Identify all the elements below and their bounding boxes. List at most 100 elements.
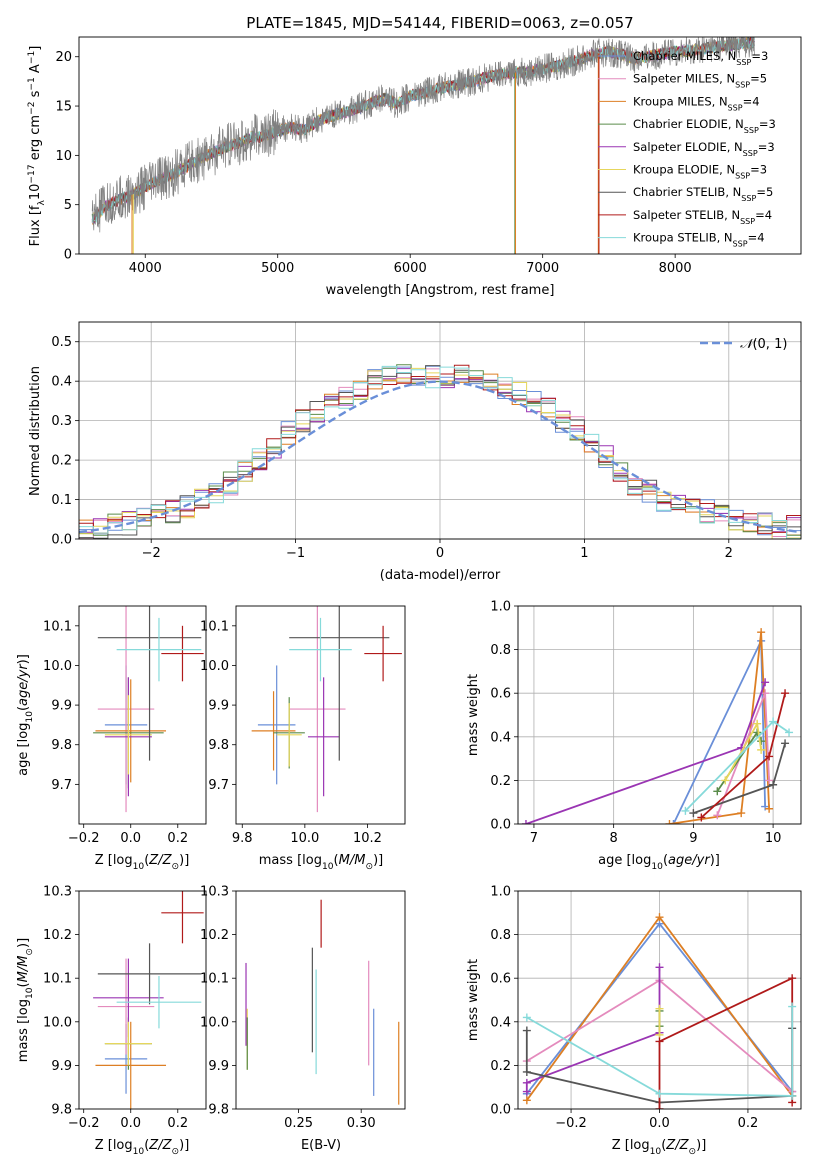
residuals-axes: −2 −1 0 1 2 0.0 0.1 0.2 0.3 0.4 0.5 <box>51 322 801 561</box>
mass-vs-ebv-frame <box>235 890 406 1110</box>
spectrum-frame <box>78 36 802 255</box>
mass-vs-Z-axes: −0.2 0.0 0.2 9.8 9.9 10.0 10.1 10.2 10.3 <box>43 885 188 1132</box>
x-axis-label: Z [log10(Z/Z⊙)] <box>95 1138 190 1157</box>
x-tick-label: 7 <box>530 831 538 846</box>
mass-vs-Z-points <box>93 891 204 1109</box>
y-axis-label: mass weight <box>466 959 481 1041</box>
x-tick-label: 0.2 <box>167 831 188 846</box>
weight-marker <box>655 1105 664 1109</box>
x-tick-label: 9.8 <box>232 831 253 846</box>
y-tick-label: 9.8 <box>208 738 229 753</box>
y-tick-label: 10.2 <box>200 928 229 943</box>
weight-marker <box>753 719 762 728</box>
x-axis-label: Z [log10(Z/Z⊙)] <box>95 853 190 872</box>
y-tick-label: 9.9 <box>51 699 72 714</box>
legend-label: Salpeter ELODIE, NSSP=3 <box>633 140 775 158</box>
y-tick-label: 0.2 <box>51 454 72 469</box>
y-tick-label: 10.0 <box>43 659 72 674</box>
x-axis-label: age [log10(age/yr)] <box>598 853 720 872</box>
weight-vs-age-frame <box>517 605 802 825</box>
weight-marker <box>697 813 706 822</box>
residuals-frame <box>78 321 802 540</box>
x-tick-label: 0.30 <box>347 1116 376 1131</box>
y-tick-label: 10.0 <box>200 659 229 674</box>
y-tick-label: 10.2 <box>43 928 72 943</box>
y-tick-label: 5 <box>64 198 72 213</box>
x-tick-label: 2 <box>725 546 733 561</box>
weight-marker <box>761 678 770 687</box>
x-axis-label: mass [log10(M/M⊙)] <box>259 853 383 872</box>
y-tick-label: 9.8 <box>51 738 72 753</box>
x-tick-label: −0.2 <box>68 831 100 846</box>
x-tick-label: 4000 <box>129 261 162 276</box>
y-axis-label: Flux [fλ10−17 erg cm−2 s−1 A−1] <box>27 46 47 247</box>
x-tick-label: −0.2 <box>555 1116 587 1131</box>
age-vs-Z-points <box>93 606 204 813</box>
y-tick-label: 0.8 <box>490 643 511 658</box>
weight-marker <box>713 811 722 820</box>
x-tick-label: 9 <box>689 831 697 846</box>
age-vs-mass-axes: 9.8 10.0 10.2 9.7 9.8 9.9 10.0 10.1 <box>200 619 382 846</box>
age-vs-mass-frame <box>235 605 406 825</box>
legend-label: Salpeter STELIB, NSSP=4 <box>633 208 772 226</box>
weight-marker <box>655 1004 664 1013</box>
legend-label: Salpeter MILES, NSSP=5 <box>633 72 767 90</box>
age-vs-Z-frame <box>78 605 207 825</box>
y-tick-label: 0.1 <box>51 493 72 508</box>
y-tick-label: 10.3 <box>200 885 229 900</box>
y-tick-label: 10.1 <box>43 972 72 987</box>
weight-marker <box>522 1013 531 1022</box>
x-tick-label: 0.0 <box>120 1116 141 1131</box>
y-tick-label: 0.4 <box>490 730 511 745</box>
weight-marker <box>769 717 778 726</box>
weight-marker <box>757 745 766 754</box>
y-tick-label: 0 <box>64 248 72 263</box>
weight-marker <box>788 974 797 983</box>
gaussian-curve <box>79 380 801 534</box>
x-axis-label: Z [log10(Z/Z⊙)] <box>612 1138 707 1157</box>
weight-marker <box>681 806 690 815</box>
y-tick-label: 10.1 <box>43 619 72 634</box>
weight-marker <box>655 1037 664 1046</box>
x-axis-label: wavelength [Angstrom, rest frame] <box>326 283 555 298</box>
weight-marker <box>765 752 774 761</box>
spectrum-lines <box>91 37 755 254</box>
weight-marker <box>761 689 770 698</box>
weight-series-line <box>525 681 766 824</box>
y-tick-label: 10.0 <box>200 1015 229 1030</box>
y-tick-label: 0.3 <box>51 414 72 429</box>
legend-label: Kroupa ELODIE, NSSP=3 <box>633 163 767 181</box>
weight-series-line <box>526 1006 794 1097</box>
y-axis-label: Normed distribution <box>28 366 43 496</box>
mass-vs-ebv-axes: 0.25 0.30 9.8 9.9 10.0 10.1 10.2 10.3 <box>200 885 376 1132</box>
y-tick-label: 0.8 <box>490 928 511 943</box>
y-tick-label: 10.1 <box>200 619 229 634</box>
x-tick-label: 7000 <box>526 261 559 276</box>
y-tick-label: 9.7 <box>208 778 229 793</box>
age-vs-Z-axes: −0.2 0.0 0.2 9.7 9.8 9.9 10.0 10.1 <box>43 619 188 846</box>
weight-marker <box>765 776 774 785</box>
weight-marker <box>788 1091 797 1100</box>
y-tick-label: 0.4 <box>490 1015 511 1030</box>
weight-marker <box>522 1067 531 1076</box>
x-tick-label: 10.0 <box>290 831 319 846</box>
y-tick-label: 9.9 <box>208 699 229 714</box>
weight-marker <box>655 913 664 922</box>
weight-marker <box>757 737 766 746</box>
weight-marker <box>665 820 674 824</box>
legend-label: Kroupa MILES, NSSP=4 <box>633 94 760 112</box>
weight-marker <box>721 776 730 785</box>
legend-label: Chabrier STELIB, NSSP=5 <box>633 185 773 203</box>
weight-marker <box>737 809 746 818</box>
y-tick-label: 0.4 <box>51 375 72 390</box>
histogram-group <box>79 364 801 539</box>
spectrum-legend: Chabrier MILES, NSSP=3 Salpeter MILES, NS… <box>598 49 776 248</box>
weight-vs-Z-axes: −0.2 0.0 0.2 0.0 0.2 0.4 0.6 0.8 1.0 <box>490 885 801 1131</box>
y-tick-label: 9.9 <box>208 1059 229 1074</box>
weight-marker <box>522 1087 531 1096</box>
y-tick-label: 0.0 <box>490 818 511 833</box>
chart-title: PLATE=1845, MJD=54144, FIBERID=0063, z=0… <box>246 14 633 32</box>
weight-marker <box>522 1078 531 1087</box>
x-tick-label: 8 <box>610 831 618 846</box>
